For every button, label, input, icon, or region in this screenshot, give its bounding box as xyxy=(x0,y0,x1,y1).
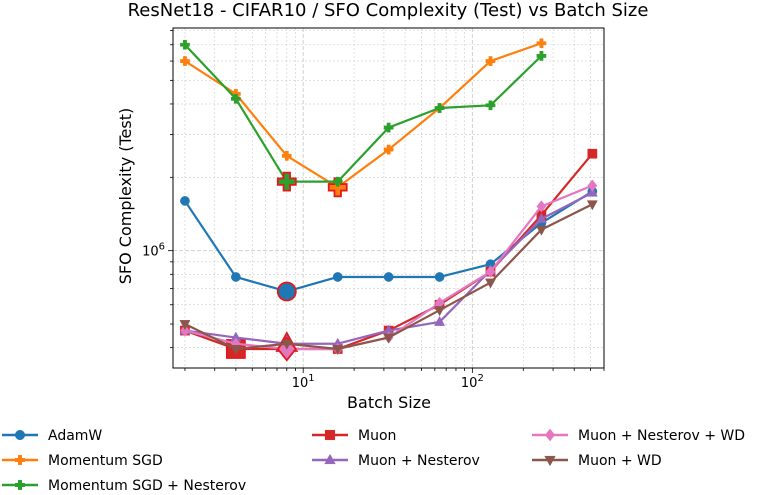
data-point xyxy=(281,339,293,350)
data-point xyxy=(180,196,190,206)
legend-item: Momentum SGD + Nesterov xyxy=(2,478,246,494)
series-2 xyxy=(180,39,547,192)
data-point xyxy=(434,315,446,326)
legend-marker xyxy=(544,428,556,442)
x-axis-title: Batch Size xyxy=(347,393,431,412)
data-point xyxy=(179,320,191,331)
series-1 xyxy=(180,38,547,198)
legend-label: Momentum SGD xyxy=(48,453,163,469)
best-point-marker xyxy=(327,177,348,198)
data-point xyxy=(383,144,394,155)
plot-frame xyxy=(172,27,605,369)
series-4 xyxy=(179,186,598,352)
data-point xyxy=(586,186,598,197)
y-axis-title: SFO Complexity (Test) xyxy=(116,108,135,284)
data-point xyxy=(434,103,445,113)
data-point xyxy=(231,272,241,282)
data-point xyxy=(281,150,292,161)
series-6 xyxy=(179,200,598,356)
data-point xyxy=(383,122,394,133)
legend-item: Momentum SGD xyxy=(2,453,163,469)
data-point xyxy=(535,212,547,223)
ticks: 101 102 106 xyxy=(142,30,605,391)
legend: AdamW Momentum SGD Momentum SGD + Nesterov… xyxy=(2,428,745,494)
data-point xyxy=(586,200,598,211)
series-line xyxy=(184,43,543,183)
series-line xyxy=(184,153,594,351)
legend-marker xyxy=(544,455,556,467)
y-tick-label: 106 xyxy=(142,242,165,260)
legend-label: Muon + Nesterov + WD xyxy=(578,428,745,444)
data-point xyxy=(332,176,343,187)
data-point xyxy=(485,265,496,278)
series-0 xyxy=(180,186,598,302)
series-line xyxy=(184,191,593,345)
data-point xyxy=(485,56,496,66)
data-point xyxy=(332,272,343,282)
grid xyxy=(173,28,605,368)
legend-label: Muon xyxy=(358,428,396,444)
legend-label: Muon + WD xyxy=(578,453,662,469)
series-line xyxy=(184,42,542,189)
data-point xyxy=(536,200,547,213)
best-point-marker xyxy=(276,281,297,302)
data-point xyxy=(434,272,445,282)
data-point xyxy=(332,345,344,356)
data-point xyxy=(434,306,446,317)
data-point xyxy=(536,38,547,49)
legend-marker xyxy=(14,479,26,491)
data-point xyxy=(383,272,394,282)
x-tick-label: 102 xyxy=(461,373,484,391)
x-tick-label: 101 xyxy=(292,373,315,391)
data-point xyxy=(485,278,496,289)
data-point xyxy=(587,179,598,192)
series-layer xyxy=(179,38,598,362)
legend-marker xyxy=(324,453,336,465)
legend-marker xyxy=(324,429,336,441)
legend-item: Muon + Nesterov + WD xyxy=(532,428,745,444)
data-point xyxy=(230,345,242,356)
legend-item: Muon + WD xyxy=(532,453,662,469)
data-point xyxy=(231,93,241,104)
best-point-marker xyxy=(276,171,297,192)
data-point xyxy=(180,56,190,66)
legend-label: Muon + Nesterov xyxy=(358,453,480,469)
legend-item: AdamW xyxy=(2,428,102,444)
series-line xyxy=(184,184,593,351)
data-point xyxy=(180,39,190,50)
legend-item: Muon + Nesterov xyxy=(312,453,480,469)
data-point xyxy=(535,225,547,236)
data-point xyxy=(485,100,496,111)
legend-marker xyxy=(14,429,26,441)
legend-label: Momentum SGD + Nesterov xyxy=(48,478,246,494)
series-5 xyxy=(180,179,598,362)
data-point xyxy=(587,148,598,159)
data-point xyxy=(383,333,395,344)
legend-marker xyxy=(14,454,26,466)
data-point xyxy=(536,51,547,61)
chart-title: ResNet18 - CIFAR10 / SFO Complexity (Tes… xyxy=(128,0,649,21)
data-point xyxy=(180,324,190,337)
legend-label: AdamW xyxy=(48,428,102,444)
legend-item: Muon xyxy=(312,428,396,444)
